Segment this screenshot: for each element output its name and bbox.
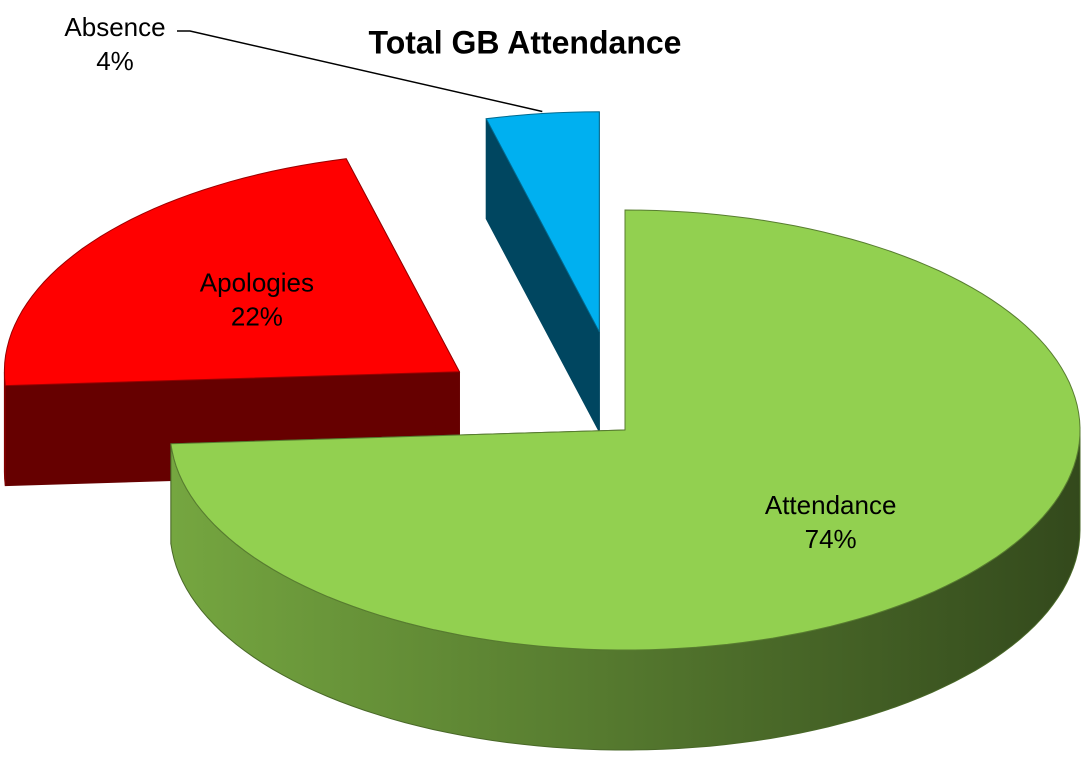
slice-value-label: 74% bbox=[805, 524, 857, 554]
slice-top bbox=[3, 158, 461, 387]
slice-top bbox=[485, 111, 600, 333]
pie-slice bbox=[485, 111, 600, 433]
slice-side bbox=[3, 371, 6, 486]
slice-label: Attendance bbox=[765, 490, 897, 520]
pie-slice bbox=[170, 209, 1081, 751]
slice-label: Absence bbox=[64, 12, 165, 42]
slice-value-label: 4% bbox=[96, 46, 134, 76]
plot-area: Attendance 74% Apologies 22% Absence 4% bbox=[3, 12, 1081, 751]
chart-title: Total GB Attendance bbox=[369, 24, 682, 60]
pie-slice bbox=[3, 158, 461, 487]
slice-value-label: 22% bbox=[231, 302, 283, 332]
slice-top bbox=[170, 209, 1081, 651]
leader-line bbox=[177, 30, 543, 113]
slice-label: Apologies bbox=[200, 268, 314, 298]
